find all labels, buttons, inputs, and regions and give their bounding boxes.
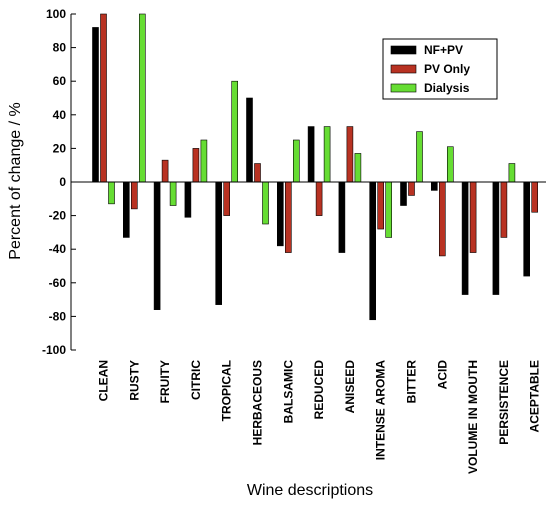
bar-dialysis-tropical xyxy=(231,80,238,183)
x-tick-label: HERBACEOUS xyxy=(251,360,265,445)
x-tick-label: CITRIC xyxy=(189,360,203,400)
legend-swatch xyxy=(390,64,417,74)
bar-dialysis-intense-aroma xyxy=(385,181,393,238)
x-tick-layer: CLEAN RUSTY FRUITY CITRIC TROPICAL HERBACEOUS… xyxy=(97,360,542,474)
legend-label: Dialysis xyxy=(424,81,470,95)
bar-nf-pv-aceptable xyxy=(523,181,531,277)
bar-pv-only-herbaceous xyxy=(254,163,261,183)
bar-pv-only-fruity xyxy=(161,159,169,183)
bar-pv-only-aniseed xyxy=(346,126,354,183)
bar-dialysis-citric xyxy=(200,139,208,183)
y-tick-label: 80 xyxy=(53,41,67,55)
x-tick-label: BITTER xyxy=(405,360,419,404)
y-tick-label: 20 xyxy=(53,141,67,155)
y-tick-label: 60 xyxy=(53,74,67,88)
bar-pv-only-rusty xyxy=(131,181,138,210)
bar-pv-only-reduced xyxy=(315,181,323,216)
bar-dialysis-clean xyxy=(108,181,115,205)
bar-dialysis-balsamic xyxy=(292,139,300,183)
y-tick-label: 0 xyxy=(59,175,66,189)
bar-dialysis-acid xyxy=(446,146,454,183)
bar-dialysis-rusty xyxy=(139,13,146,183)
legend: NF+PV PV Only Dialysis xyxy=(382,38,498,100)
bar-pv-only-persistence xyxy=(500,181,508,238)
bar-pv-only-volume-in-mouth xyxy=(469,181,477,253)
bar-nf-pv-clean xyxy=(92,27,99,183)
x-tick-label: PERSISTENCE xyxy=(497,360,511,445)
x-tick-label: FRUITY xyxy=(158,360,172,403)
x-tick-label: RUSTY xyxy=(127,360,141,401)
bar-nf-pv-herbaceous xyxy=(246,97,253,183)
bar-nf-pv-volume-in-mouth xyxy=(461,181,469,295)
bar-dialysis-fruity xyxy=(169,181,177,206)
x-tick-label: VOLUME IN MOUTH xyxy=(466,360,480,474)
bar-pv-only-acid xyxy=(438,181,446,257)
y-tick-label: -40 xyxy=(49,242,67,256)
y-tick-layer: -100 -80 -60 -40 -20 0 20 40 60 80 100 xyxy=(42,7,76,357)
bar-nf-pv-balsamic xyxy=(276,181,284,247)
x-tick-label: REDUCED xyxy=(312,360,326,420)
bar-nf-pv-tropical xyxy=(215,181,222,305)
y-tick-label: -80 xyxy=(49,309,67,323)
bar-pv-only-balsamic xyxy=(284,181,292,253)
bar-pv-only-intense-aroma xyxy=(377,181,385,230)
x-tick-label: TROPICAL xyxy=(220,360,234,421)
y-tick-label: -100 xyxy=(42,343,66,357)
bar-pv-only-citric xyxy=(192,148,200,183)
bar-dialysis-bitter xyxy=(416,131,423,183)
y-tick-label: -20 xyxy=(49,209,67,223)
x-tick-label: CLEAN xyxy=(97,360,111,401)
bar-nf-pv-reduced xyxy=(307,126,315,183)
bar-pv-only-clean xyxy=(100,13,107,183)
bar-pv-only-aceptable xyxy=(531,181,539,213)
x-tick-label: ACID xyxy=(435,360,449,390)
x-tick-label: ACEPTABLE xyxy=(528,360,542,432)
legend-label: NF+PV xyxy=(424,43,463,57)
legend-label: PV Only xyxy=(424,62,470,76)
legend-swatch xyxy=(390,83,417,93)
bar-pv-only-bitter xyxy=(408,181,415,196)
y-tick-label: 100 xyxy=(46,7,66,21)
bar-nf-pv-fruity xyxy=(153,181,161,310)
bar-dialysis-reduced xyxy=(323,126,331,183)
x-tick-label: ANISEED xyxy=(343,360,357,414)
x-axis-title: Wine descriptions xyxy=(247,482,373,499)
y-axis-title: Percent of change / % xyxy=(7,102,24,259)
bar-nf-pv-citric xyxy=(184,181,192,218)
y-tick-label: 40 xyxy=(53,108,67,122)
x-tick-label: INTENSE AROMA xyxy=(374,360,388,461)
bar-dialysis-aniseed xyxy=(354,153,362,183)
bar-dialysis-persistence xyxy=(508,163,516,183)
y-tick-label: -60 xyxy=(49,276,67,290)
bar-nf-pv-intense-aroma xyxy=(369,181,377,321)
bar-nf-pv-acid xyxy=(430,181,438,191)
bar-nf-pv-bitter xyxy=(400,181,407,206)
bar-nf-pv-aniseed xyxy=(338,181,346,253)
bar-nf-pv-rusty xyxy=(123,181,130,238)
legend-swatch xyxy=(390,45,417,55)
x-tick-label: BALSAMIC xyxy=(281,360,295,424)
bar-pv-only-tropical xyxy=(223,181,230,216)
bar-dialysis-herbaceous xyxy=(262,181,269,225)
bar-nf-pv-persistence xyxy=(492,181,500,295)
